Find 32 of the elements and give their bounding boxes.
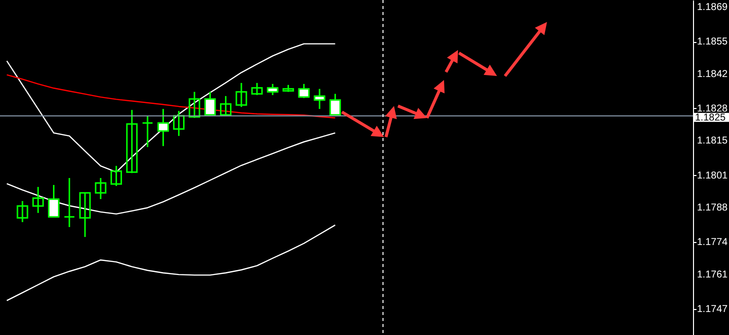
- candlestick: [314, 88, 326, 110]
- line-series: [6, 224, 336, 302]
- y-tick-label: 1.1869: [697, 2, 728, 13]
- line-series: [6, 74, 336, 118]
- y-tick-label: 1.1788: [697, 202, 728, 214]
- candlestick: [94, 177, 106, 200]
- y-tick-label: 1.1747: [697, 304, 728, 315]
- candlestick: [64, 177, 76, 228]
- candlestick: [266, 83, 278, 96]
- candlestick: [220, 95, 232, 116]
- candlestick: [126, 109, 138, 174]
- ref-line-label: 1.1825: [695, 112, 726, 124]
- y-tick-label: 1.1828: [697, 103, 728, 114]
- candlestick: [142, 115, 154, 148]
- candlestick: [79, 192, 91, 238]
- candlestick: [236, 82, 248, 108]
- y-tick-label: 1.1761: [697, 269, 728, 280]
- y-tick-label: 1.1774: [697, 237, 728, 248]
- y-tick-label: 1.1801: [697, 170, 728, 182]
- candlestick: [110, 165, 122, 187]
- candlestick: [204, 91, 216, 116]
- candlestick: [157, 108, 169, 147]
- candlestick: [251, 82, 263, 96]
- y-tick-label: 1.1815: [697, 136, 728, 147]
- candlestick: [298, 83, 310, 99]
- y-tick-label: 1.1842: [697, 68, 728, 80]
- y-tick-label: 1.1855: [697, 36, 728, 48]
- candlestick: [16, 200, 28, 223]
- candlestick: [173, 110, 185, 137]
- candlestick: [188, 91, 200, 119]
- candlestick: [32, 186, 44, 214]
- candlestick: [329, 93, 341, 117]
